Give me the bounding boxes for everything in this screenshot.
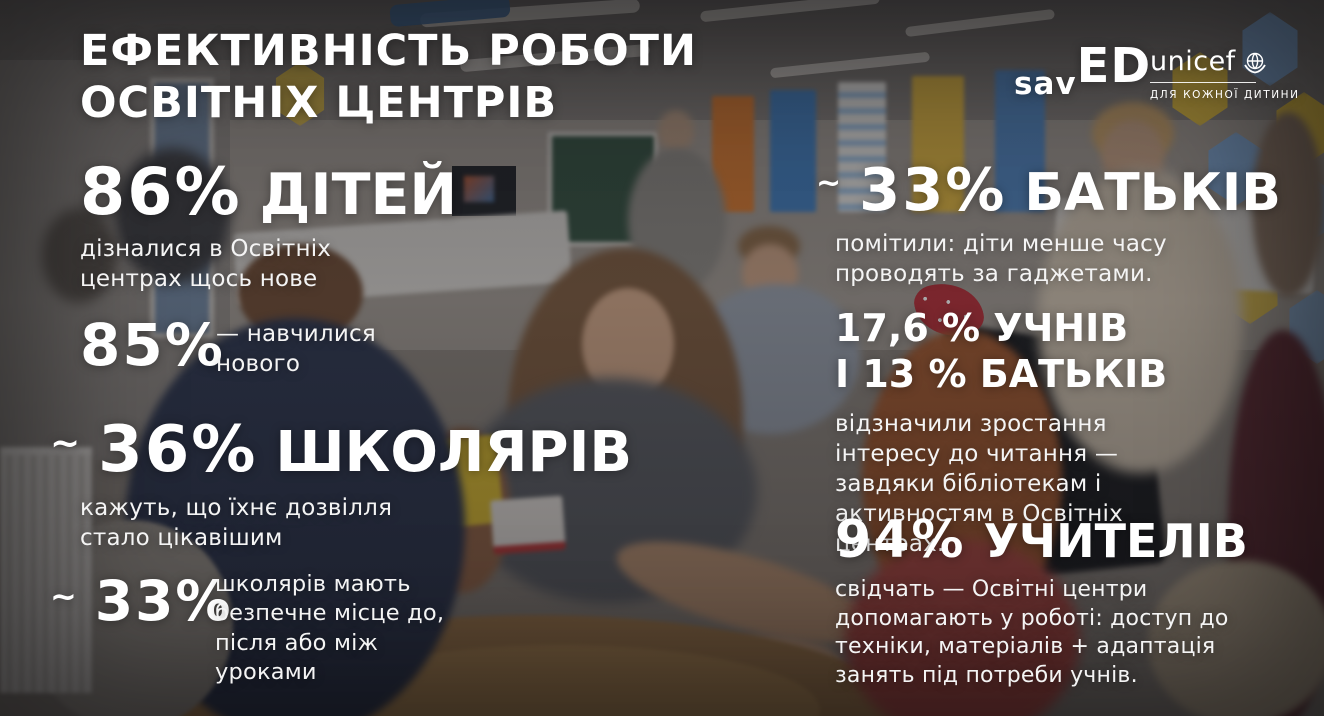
title-line-1: ЕФЕКТИВНІСТЬ РОБОТИ	[80, 26, 697, 76]
stat-value: 33%	[94, 569, 233, 633]
stat-heading: ~ 33%	[50, 574, 232, 629]
stat-value: 94%	[835, 510, 966, 570]
stat-description: свідчать — Освітні центри допомагають у …	[835, 577, 1229, 688]
stat-description: — навчилися нового	[216, 321, 376, 377]
stat-parents-gadgets: ~ 33% БАТЬКІВ помітили: діти менше часу …	[816, 160, 1281, 290]
saved-logo-prefix: sav	[1014, 66, 1077, 102]
saved-logo-suffix: ED	[1076, 38, 1152, 94]
stat-value: 86%	[80, 155, 242, 230]
stat-heading: ~ 36% ШКОЛЯРІВ	[50, 418, 632, 482]
unicef-divider	[1150, 82, 1256, 83]
stat-description: школярів мають безпечне місце до, після …	[215, 571, 445, 685]
stat-description: кажуть, що їхнє дозвілля стало цікавішим	[80, 495, 393, 551]
unicef-tagline: ДЛЯ КОЖНОЇ ДИТИНИ	[1150, 89, 1300, 101]
stat-description: дізналися в Освітніх центрах щось нове	[80, 236, 332, 292]
stat-description: відзначили зростання інтересу до читання…	[835, 411, 1123, 557]
stat-heading: 94% УЧИТЕЛІВ	[835, 514, 1275, 566]
approx-tilde: ~	[50, 576, 77, 615]
unicef-wordmark: unicef	[1150, 46, 1236, 77]
stat-label: УЧИТЕЛІВ	[983, 514, 1248, 568]
saved-logo: sav ED	[1014, 38, 1152, 102]
stat-heading: ~ 33% БАТЬКІВ	[816, 160, 1281, 219]
stat-learned-new: 85% — навчилися нового	[80, 316, 376, 377]
stat-teachers-support: 94% УЧИТЕЛІВ свідчать — Освітні центри д…	[835, 514, 1275, 690]
stat-label: БАТЬКІВ	[1024, 163, 1281, 223]
stat-heading: 86% ДІТЕЙ	[80, 160, 457, 225]
title-line-2: ОСВІТНІХ ЦЕНТРІВ	[80, 77, 558, 128]
stat-heading-line-1: 17,6 % УЧНІВ	[835, 306, 1129, 350]
page-title: ЕФЕКТИВНІСТЬ РОБОТИ ОСВІТНІХ ЦЕНТРІВ	[80, 26, 697, 129]
stat-value: 36%	[98, 413, 258, 487]
stat-value: 85%	[80, 311, 225, 379]
approx-tilde: ~	[50, 423, 81, 464]
stat-heading-line-2: І 13 % БАТЬКІВ	[835, 351, 1168, 396]
stat-reading-interest: 17,6 % УЧНІВ І 13 % БАТЬКІВ відзначили з…	[835, 306, 1215, 560]
stat-heading: 85%	[80, 316, 225, 374]
stat-children-new-knowledge: 86% ДІТЕЙ дізналися в Освітніх центрах щ…	[80, 160, 457, 295]
stat-label: ДІТЕЙ	[259, 162, 458, 228]
stat-description: помітили: діти менше часу проводять за г…	[835, 231, 1167, 287]
unicef-emblem-icon	[1242, 49, 1268, 75]
stat-schoolchildren-leisure: ~ 36% ШКОЛЯРІВ кажуть, що їхнє дозвілля …	[50, 418, 632, 554]
approx-tilde: ~	[816, 165, 842, 201]
stat-label: ШКОЛЯРІВ	[275, 420, 633, 485]
stat-value: 33%	[859, 155, 1007, 224]
unicef-logo: unicef ДЛЯ КОЖНОЇ ДИТИНИ	[1150, 46, 1300, 101]
stat-safe-place: ~ 33% школярів мають безпечне місце до, …	[50, 571, 444, 685]
